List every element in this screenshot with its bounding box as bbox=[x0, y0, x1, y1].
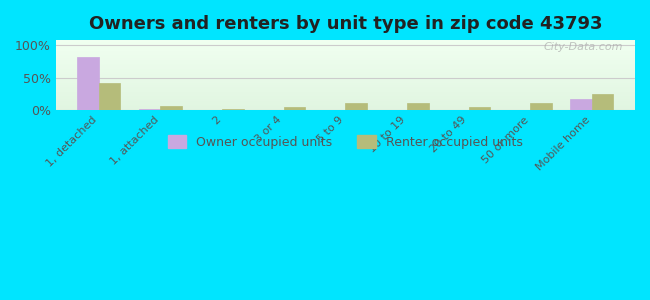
Bar bbox=[56, 66, 635, 67]
Bar bbox=[56, 56, 635, 57]
Bar bbox=[56, 70, 635, 71]
Bar bbox=[530, 103, 552, 110]
Bar bbox=[56, 72, 635, 73]
Bar bbox=[56, 99, 635, 100]
Bar bbox=[56, 57, 635, 58]
Bar bbox=[56, 71, 635, 72]
Bar bbox=[56, 43, 635, 44]
Bar bbox=[56, 61, 635, 62]
Bar bbox=[56, 90, 635, 91]
Bar bbox=[56, 106, 635, 107]
Bar bbox=[56, 96, 635, 97]
Bar bbox=[56, 91, 635, 92]
Bar bbox=[56, 83, 635, 84]
Bar bbox=[56, 49, 635, 50]
Bar bbox=[56, 95, 635, 96]
Bar bbox=[56, 102, 635, 103]
Bar bbox=[469, 107, 490, 110]
Bar bbox=[56, 97, 635, 98]
Bar bbox=[139, 109, 161, 110]
Text: City-Data.com: City-Data.com bbox=[544, 42, 623, 52]
Bar bbox=[345, 103, 367, 110]
Bar bbox=[56, 81, 635, 82]
Bar bbox=[56, 107, 635, 108]
Bar bbox=[56, 42, 635, 43]
Bar bbox=[56, 98, 635, 99]
Bar bbox=[56, 60, 635, 61]
Bar bbox=[56, 94, 635, 95]
Bar bbox=[56, 44, 635, 45]
Bar bbox=[56, 87, 635, 88]
Bar bbox=[56, 55, 635, 56]
Bar bbox=[56, 75, 635, 76]
Bar bbox=[56, 69, 635, 70]
Bar bbox=[56, 101, 635, 102]
Bar bbox=[570, 99, 592, 110]
Bar bbox=[56, 100, 635, 101]
Bar bbox=[56, 48, 635, 49]
Bar bbox=[56, 76, 635, 77]
Bar bbox=[56, 58, 635, 59]
Bar bbox=[161, 106, 182, 110]
Bar bbox=[592, 94, 614, 110]
Bar bbox=[77, 57, 99, 110]
Bar bbox=[56, 109, 635, 110]
Bar bbox=[56, 86, 635, 87]
Bar bbox=[56, 84, 635, 85]
Bar bbox=[56, 68, 635, 69]
Bar bbox=[56, 63, 635, 64]
Bar bbox=[56, 85, 635, 86]
Bar bbox=[284, 107, 306, 110]
Bar bbox=[56, 80, 635, 81]
Bar bbox=[56, 93, 635, 94]
Bar bbox=[99, 83, 120, 110]
Bar bbox=[56, 59, 635, 60]
Bar bbox=[56, 67, 635, 68]
Bar bbox=[407, 103, 428, 110]
Bar bbox=[56, 104, 635, 105]
Bar bbox=[56, 89, 635, 90]
Bar bbox=[56, 50, 635, 51]
Bar bbox=[56, 82, 635, 83]
Bar bbox=[56, 45, 635, 46]
Bar bbox=[56, 79, 635, 80]
Bar bbox=[56, 77, 635, 78]
Bar bbox=[56, 51, 635, 52]
Legend: Owner occupied units, Renter occupied units: Owner occupied units, Renter occupied un… bbox=[162, 130, 528, 154]
Bar bbox=[56, 92, 635, 93]
Bar bbox=[56, 105, 635, 106]
Bar bbox=[56, 47, 635, 48]
Bar bbox=[56, 78, 635, 79]
Bar bbox=[56, 62, 635, 63]
Bar bbox=[56, 64, 635, 65]
Bar bbox=[56, 41, 635, 42]
Bar bbox=[56, 54, 635, 55]
Bar bbox=[222, 109, 244, 110]
Bar bbox=[56, 74, 635, 75]
Bar bbox=[56, 108, 635, 109]
Title: Owners and renters by unit type in zip code 43793: Owners and renters by unit type in zip c… bbox=[88, 15, 602, 33]
Bar bbox=[56, 46, 635, 47]
Bar bbox=[56, 53, 635, 54]
Bar bbox=[56, 52, 635, 53]
Bar bbox=[56, 40, 635, 41]
Bar bbox=[56, 65, 635, 66]
Bar bbox=[56, 103, 635, 104]
Bar bbox=[56, 88, 635, 89]
